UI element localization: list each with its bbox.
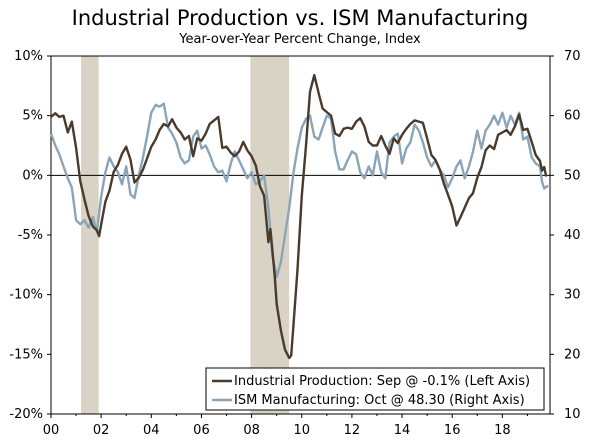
right-axis-tick-label: 40 bbox=[564, 228, 581, 243]
right-axis-tick-label: 20 bbox=[564, 347, 581, 362]
x-axis-tick-label: 02 bbox=[93, 423, 110, 438]
x-axis-tick-label: 18 bbox=[494, 423, 511, 438]
right-axis-tick-label: 70 bbox=[564, 49, 581, 64]
x-axis-tick-label: 00 bbox=[43, 423, 60, 438]
right-axis-tick-label: 60 bbox=[564, 109, 581, 124]
left-axis-tick-label: 0% bbox=[22, 168, 43, 183]
right-axis-tick-label: 30 bbox=[564, 288, 581, 303]
chart-subtitle: Year-over-Year Percent Change, Index bbox=[179, 32, 421, 47]
left-axis-tick-label: -10% bbox=[9, 288, 43, 303]
left-axis-tick-label: 10% bbox=[14, 49, 43, 64]
ism-manufacturing-line bbox=[49, 102, 549, 278]
x-axis-tick-label: 16 bbox=[444, 423, 461, 438]
industrial-production-line bbox=[50, 73, 548, 360]
x-axis-tick-label: 06 bbox=[193, 423, 210, 438]
x-axis-tick-label: 12 bbox=[344, 423, 361, 438]
x-axis-tick-label: 04 bbox=[143, 423, 160, 438]
axes: 10% 5% 0% -5% -10% -15% -20% 70 60 50 40 30 20 10 00 02… bbox=[9, 49, 580, 438]
x-axis-tick-label: 14 bbox=[394, 423, 411, 438]
legend-label-ism-manufacturing: ISM Manufacturing: Oct @ 48.30 (Right Ax… bbox=[234, 393, 525, 408]
left-axis-tick-label: -15% bbox=[9, 347, 43, 362]
legend-box bbox=[205, 367, 545, 411]
left-axis-tick-label: 5% bbox=[22, 109, 43, 124]
x-axis-tick-label: 08 bbox=[243, 423, 260, 438]
recession-band-0 bbox=[81, 56, 99, 414]
left-axis-tick-label: -20% bbox=[9, 407, 43, 422]
left-axis-tick-label: -5% bbox=[18, 228, 43, 243]
chart-title: Industrial Production vs. ISM Manufactur… bbox=[71, 6, 529, 30]
right-axis-tick-label: 10 bbox=[564, 407, 581, 422]
legend: Industrial Production: Sep @ -0.1% (Left… bbox=[205, 367, 545, 411]
legend-label-industrial-production: Industrial Production: Sep @ -0.1% (Left… bbox=[234, 374, 530, 389]
right-axis-tick-label: 50 bbox=[564, 168, 581, 183]
x-axis-tick-label: 10 bbox=[293, 423, 310, 438]
recession-shading bbox=[81, 56, 290, 414]
